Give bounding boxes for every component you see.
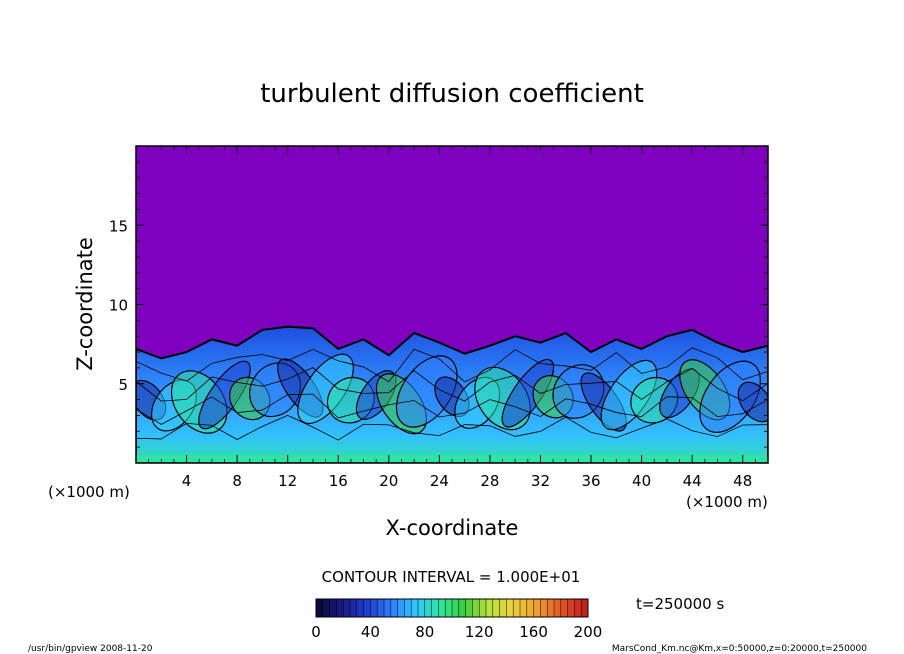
colorbar-swatch	[560, 599, 569, 617]
colorbar-swatch	[343, 599, 351, 617]
turbulence-field	[136, 325, 768, 463]
colorbar-swatch	[452, 599, 460, 617]
colorbar-swatch	[513, 599, 521, 617]
contour-line	[136, 367, 768, 402]
colorbar-swatch	[411, 599, 419, 617]
x-tick-label: 20	[379, 472, 398, 490]
colorbar-swatch	[390, 599, 399, 617]
contour-line	[136, 393, 768, 425]
y-tick-label: 5	[118, 376, 128, 394]
colorbar-swatch	[479, 599, 487, 617]
contour-line	[136, 414, 768, 441]
x-tick-label: 4	[182, 472, 192, 490]
x-tick-label: 24	[430, 472, 449, 490]
colorbar-swatch	[424, 599, 433, 617]
colorbar-swatch	[547, 599, 555, 617]
colorbar-swatch	[431, 599, 439, 617]
x-unit-right: (×1000 m)	[686, 493, 768, 511]
colorbar-swatch	[384, 599, 392, 617]
colorbar-tick-label: 0	[311, 623, 321, 641]
x-axis: 4 8 12 16 20 24 28 32 36 40 44 48	[148, 146, 756, 490]
colorbar-swatch	[404, 599, 412, 617]
colorbar-swatch	[581, 599, 589, 617]
x-tick-label: 48	[733, 472, 752, 490]
y-tick-label: 10	[109, 297, 128, 315]
x-tick-label: 44	[683, 472, 702, 490]
colorbar-swatch	[492, 599, 501, 617]
colorbar-tick-label: 80	[415, 623, 434, 641]
colorbar-swatch	[363, 599, 371, 617]
colorbar-swatch	[567, 599, 575, 617]
colorbar-swatch	[336, 599, 344, 617]
y-axis-label: Z-coordinate	[73, 237, 97, 371]
colorbar-swatch	[397, 599, 405, 617]
x-tick-label: 12	[278, 472, 297, 490]
colorbar-swatch	[316, 599, 324, 617]
contour-line	[136, 347, 768, 383]
x-tick-label: 36	[581, 472, 600, 490]
colorbar-swatch	[329, 599, 337, 617]
x-tick-label: 8	[232, 472, 242, 490]
y-tick-label: 15	[109, 217, 128, 235]
footer-left: /usr/bin/gpview 2008-11-20	[28, 644, 153, 654]
colorbar-swatch	[377, 599, 385, 617]
colorbar-swatch	[506, 599, 514, 617]
colorbar-swatch	[472, 599, 480, 617]
contour-interval: CONTOUR INTERVAL = 1.000E+01	[322, 568, 581, 586]
colorbar-swatch	[465, 599, 473, 617]
colorbar-tick-label: 200	[574, 623, 603, 641]
colorbar-tick-label: 120	[465, 623, 494, 641]
x-tick-label: 16	[329, 472, 348, 490]
colorbar-swatch	[540, 599, 548, 617]
time-label: t=250000 s	[636, 595, 724, 613]
colorbar-frame	[315, 598, 589, 618]
colorbar-swatch	[370, 599, 378, 617]
colorbar-swatch	[533, 599, 541, 617]
colorbar-swatch	[458, 599, 467, 617]
footer-right: MarsCond_Km.nc@Km,x=0:50000,z=0:20000,t=…	[612, 644, 867, 654]
colorbar-swatch	[438, 599, 446, 617]
colorbar-swatch	[356, 599, 365, 617]
colorbar-swatch	[486, 599, 494, 617]
colorbar-swatch	[322, 599, 331, 617]
colorbar-swatch	[526, 599, 535, 617]
colorbar-swatch	[520, 599, 528, 617]
x-tick-label: 40	[632, 472, 651, 490]
colorbar-tick-label: 40	[361, 623, 380, 641]
x-tick-label: 28	[480, 472, 499, 490]
colorbar	[315, 599, 589, 617]
x-tick-label: 32	[531, 472, 550, 490]
plot-area	[135, 145, 769, 464]
x-unit-left: (×1000 m)	[48, 483, 130, 501]
colorbar-swatch	[350, 599, 358, 617]
chart-title: turbulent diffusion coefficient	[260, 79, 644, 109]
colorbar-swatch	[554, 599, 562, 617]
colorbar-swatch	[445, 599, 453, 617]
colorbar-swatch	[499, 599, 507, 617]
colorbar-swatch	[418, 599, 426, 617]
colorbar-ticks: 0 40 80 120 160 200	[311, 623, 602, 641]
colorbar-tick-label: 160	[519, 623, 548, 641]
y-axis: 5 10 15	[109, 161, 768, 448]
colorbar-swatch	[574, 599, 582, 617]
x-axis-label: X-coordinate	[386, 516, 519, 540]
